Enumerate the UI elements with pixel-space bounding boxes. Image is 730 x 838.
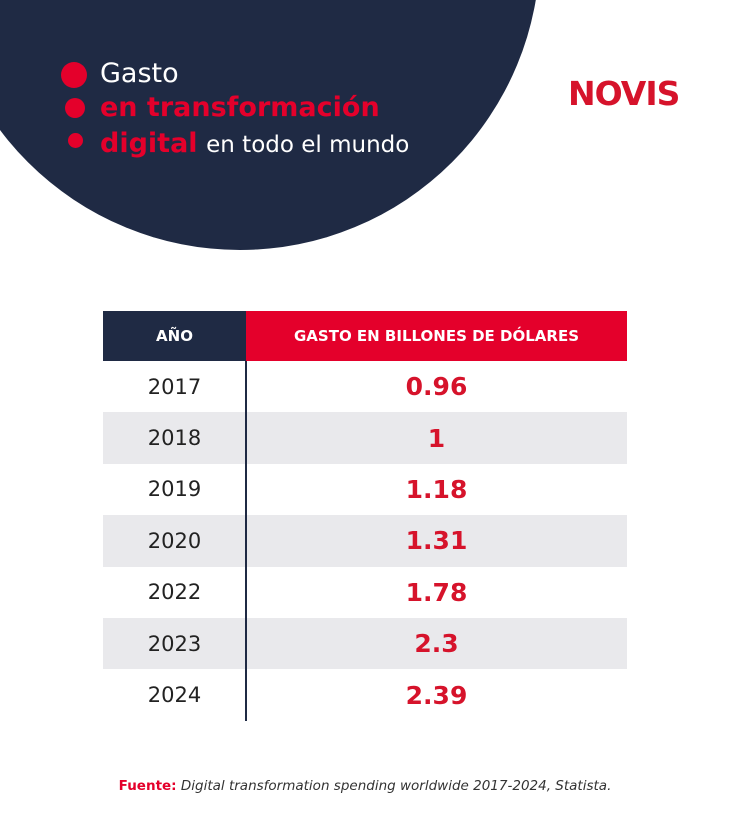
table-row: 2022 1.78 — [103, 567, 627, 618]
source-label: Fuente: — [118, 778, 177, 794]
title-highlight: digital — [100, 128, 198, 159]
year-cell: 2022 — [147, 580, 202, 605]
table-row: 2020 1.31 — [103, 515, 627, 567]
title-line: digital en todo el mundo — [100, 128, 409, 159]
year-cell: 2018 — [147, 426, 202, 451]
header-circle — [0, 0, 540, 250]
year-cell: 2017 — [147, 374, 202, 399]
year-cell: 2023 — [147, 631, 202, 656]
value-cell: 1.78 — [405, 577, 468, 607]
year-cell: 2024 — [147, 683, 202, 708]
value-cell: 0.96 — [405, 372, 468, 402]
dot — [65, 98, 85, 118]
value-cell: 2.3 — [414, 629, 459, 659]
year-cell: 2019 — [147, 477, 202, 502]
dot — [61, 62, 87, 88]
table-row: 2024 2.39 — [103, 669, 627, 720]
value-cell: 1.18 — [405, 474, 468, 504]
table-row: 2018 1 — [103, 412, 627, 464]
dot — [68, 133, 83, 148]
column-divider — [245, 361, 247, 721]
value-cell: 2.39 — [405, 680, 468, 710]
year-cell: 2020 — [147, 528, 202, 553]
column-header: GASTO EN BILLONES DE DÓLARES — [246, 311, 627, 361]
source: Fuente: Digital transformation spending … — [0, 778, 730, 794]
logo: NOVIS — [568, 74, 680, 113]
value-cell: 1 — [427, 423, 446, 453]
column-header: AÑO — [103, 311, 246, 361]
title-rest: en todo el mundo — [206, 132, 410, 158]
table-row: 2019 1.18 — [103, 464, 627, 515]
source-text: Digital transformation spending worldwid… — [180, 778, 612, 794]
title-line: Gasto — [100, 58, 179, 89]
title-line: en transformación — [100, 92, 380, 123]
table-row: 2023 2.3 — [103, 618, 627, 670]
table-row: 2017 0.96 — [103, 361, 627, 412]
value-cell: 1.31 — [405, 526, 468, 556]
